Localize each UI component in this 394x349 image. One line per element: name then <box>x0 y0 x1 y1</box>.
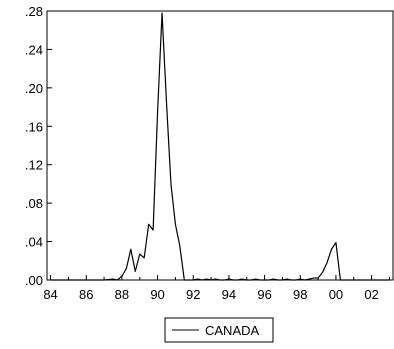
x-tick-label: 94 <box>222 287 236 302</box>
x-tick-label: 96 <box>257 287 271 302</box>
y-tick-label: .08 <box>25 196 43 211</box>
x-tick-label: 02 <box>364 287 378 302</box>
y-axis: .00 .04 .08 .12 .16 .20 .24 .28 <box>25 4 52 288</box>
y-tick-label: .04 <box>25 235 43 250</box>
x-tick-label: 00 <box>329 287 343 302</box>
y-tick-label: .20 <box>25 81 43 96</box>
x-axis: 84 86 88 90 92 94 96 98 00 02 <box>43 275 390 302</box>
legend-label: CANADA <box>205 323 260 338</box>
y-tick-label: .00 <box>25 273 43 288</box>
x-tick-label: 86 <box>79 287 93 302</box>
x-tick-label: 88 <box>115 287 129 302</box>
y-tick-label: .12 <box>25 158 43 173</box>
y-tick-label: .16 <box>25 119 43 134</box>
x-tick-label: 92 <box>186 287 200 302</box>
plot-frame <box>46 10 394 281</box>
y-tick-label: .24 <box>25 42 43 57</box>
x-tick-label: 98 <box>293 287 307 302</box>
series-line-canada <box>50 12 390 281</box>
series-layer <box>50 12 390 281</box>
x-tick-label: 90 <box>150 287 164 302</box>
legend: CANADA <box>164 317 274 343</box>
x-tick-label: 84 <box>43 287 57 302</box>
y-tick-label: .28 <box>25 4 43 19</box>
